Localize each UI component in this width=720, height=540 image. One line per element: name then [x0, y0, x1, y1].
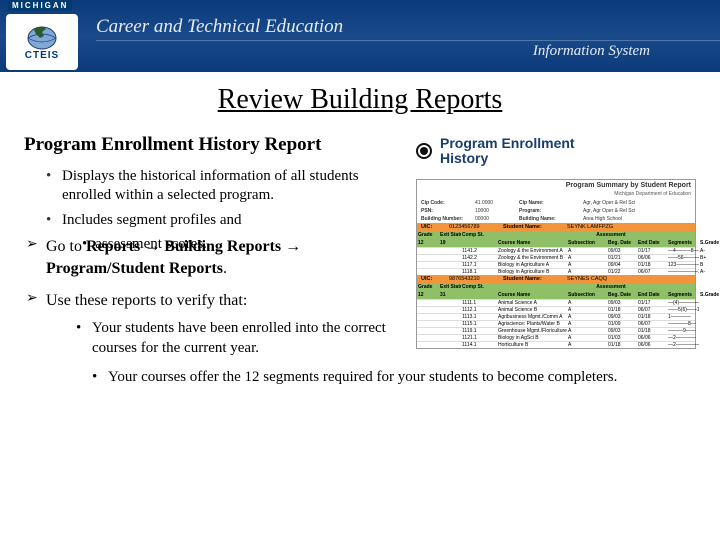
col2-beg: Beg. Date	[607, 292, 637, 298]
verify-intro-list: Use these reports to verify that:	[24, 290, 402, 312]
overlap-region: Go to Reports → Building Reports → Progr…	[24, 236, 402, 279]
bullet-2: Includes segment profiles and	[62, 211, 402, 230]
radio-icon[interactable]	[416, 143, 432, 159]
col-course: Course Name	[497, 240, 567, 246]
banner-title-block: Career and Technical Education Informati…	[78, 12, 720, 60]
nav-arrow-2: →	[281, 238, 301, 255]
nav-instruction: Go to Reports → Building Reports → Progr…	[24, 236, 402, 279]
hdr-val-bldname: Area High School	[583, 216, 691, 222]
col-assess: Assessment	[497, 232, 720, 238]
s2-exit: 31	[439, 292, 461, 298]
col2-sub: Subsection	[567, 292, 607, 298]
radio-option[interactable]: Program Enrollment History	[416, 136, 696, 167]
student-2-colhead2: 12 31 Course Name Subsection Beg. Date E…	[417, 291, 695, 299]
col2-seg: Segments	[667, 292, 699, 298]
hdr-val-psn: 10000	[475, 208, 515, 214]
col2-assess: Assessment	[497, 284, 720, 290]
s1-name: SEYNK LAMFPZG	[565, 224, 615, 230]
table-row: 1121.1Biology in AgSci BA01/0306/06—2———…	[417, 334, 695, 341]
page-title: Review Building Reports	[24, 84, 696, 116]
verify-bullet-2: Your courses offer the 12 segments requi…	[108, 368, 696, 388]
description-bullets: Displays the historical information of a…	[24, 167, 402, 231]
col2-grade: Grade	[417, 284, 439, 290]
col-comp: Comp St.	[461, 232, 497, 238]
hdr-val-cip: 41.0000	[475, 200, 515, 206]
left-column: Program Enrollment History Report Displa…	[24, 134, 402, 364]
col-grade: Grade	[417, 232, 439, 238]
verify-bullets-narrow: Your students have been enrolled into th…	[24, 319, 402, 358]
student-1-colhead2: 12 19 Course Name Subsection Beg. Date E…	[417, 239, 695, 247]
col-exit: Exit Status	[439, 232, 461, 238]
banner-title-line1: Career and Technical Education	[96, 16, 720, 38]
hdr-lbl-psn: PSN:	[421, 208, 471, 214]
col2-exit: Exit Status	[439, 284, 461, 290]
student-1-rows: 1141.2Zoology & the Environment AA09/030…	[417, 247, 695, 275]
hdr-lbl-cipname: Cip Name:	[519, 200, 579, 206]
radio-label: Program Enrollment History	[440, 136, 575, 167]
logo-text: CTEIS	[25, 50, 59, 61]
report-thumbnail: Program Summary by Student Report Michig…	[416, 179, 696, 349]
section-heading: Program Enrollment History Report	[24, 134, 402, 157]
bullet-2-continuation: assessment scores.	[82, 236, 207, 253]
table-row: 1142.2Zoology & the Environment BA01/210…	[417, 254, 695, 261]
hdr-lbl-bld: Building Number:	[421, 216, 471, 222]
state-tag: MICHIGAN	[8, 0, 72, 11]
col-end: End Date	[637, 240, 667, 246]
table-row: 1115.1Agriscience: Plants/Water BA01/090…	[417, 320, 695, 327]
s1-grade: 12	[417, 240, 439, 246]
banner-title-line2: Information System	[96, 40, 720, 60]
table-row: 1113.1Agribusiness Mgmt./Comm AA09/0301/…	[417, 313, 695, 320]
report-header-block: Cip Code: 41.0000 Cip Name: Agr, Agr Ope…	[417, 199, 695, 223]
col-sgr: S.Grade	[699, 240, 720, 246]
hdr-val-cipname: Agr, Agr Oper & Rel Sci	[583, 200, 691, 206]
hdr-val-bld: 00000	[475, 216, 515, 222]
s2-uic: 9876543210	[447, 276, 497, 282]
col2-sgr: S.Grade	[699, 292, 720, 298]
report-title: Program Summary by Student Report	[417, 180, 695, 191]
hdr-lbl-prog: Program:	[519, 208, 579, 214]
verify-intro: Use these reports to verify that:	[26, 290, 402, 312]
verify-bullets-wide: Your courses offer the 12 segments requi…	[24, 368, 696, 388]
hdr-val-prog: Agr, Agr Oper & Rel Sci	[583, 208, 691, 214]
col-sub: Subsection	[567, 240, 607, 246]
table-row: 1112.1Animal Science BA01/1806/07——5(6)—…	[417, 306, 695, 313]
nav-period: .	[223, 260, 227, 277]
header-banner: MICHIGAN CTEIS Career and Technical Educ…	[0, 0, 720, 72]
bullet-1: Displays the historical information of a…	[62, 167, 402, 205]
table-row: 1118.1Biology in Agriculture BA01/2206/0…	[417, 268, 695, 275]
cteis-logo: CTEIS	[6, 14, 78, 70]
report-subtitle: Michigan Department of Education	[417, 191, 695, 199]
col-seg: Segments	[667, 240, 699, 246]
table-row: 1111.1Animal Science AA09/0301/17—(4)———…	[417, 299, 695, 306]
student-1-header: UIC: 0123456789 Student Name: SEYNK LAMF…	[417, 223, 695, 231]
col2-comp: Comp St.	[461, 284, 497, 290]
globe-icon	[22, 24, 62, 50]
right-column: Program Enrollment History Program Summa…	[416, 134, 696, 364]
s1-exit: 19	[439, 240, 461, 246]
verify-bullet-1: Your students have been enrolled into th…	[92, 319, 402, 358]
table-row: 1141.2Zoology & the Environment AA09/030…	[417, 247, 695, 254]
student-2-rows: 1111.1Animal Science AA09/0301/17—(4)———…	[417, 299, 695, 348]
s2-name: SEYNES CAQQ	[565, 276, 609, 282]
hdr-lbl-bldname: Building Name:	[519, 216, 579, 222]
student-2-colhead: Grade Exit Status Comp St. Assessment	[417, 283, 695, 291]
table-row: 1114.1Horticulture BA01/1806/06—2——————	[417, 341, 695, 348]
content-area: Review Building Reports Program Enrollme…	[0, 72, 720, 402]
student-2-header: UIC: 9876543210 Student Name: SEYNES CAQ…	[417, 275, 695, 283]
hdr-lbl-cip: Cip Code:	[421, 200, 471, 206]
table-row: 1119.1Greenhouse Mgmt./Floriculture AA09…	[417, 327, 695, 334]
student-1-colhead: Grade Exit Status Comp St. Assessment	[417, 231, 695, 239]
col2-end: End Date	[637, 292, 667, 298]
nav-prefix: Go to	[46, 238, 86, 255]
radio-label-line1: Program Enrollment	[440, 135, 575, 151]
radio-label-line2: History	[440, 150, 488, 166]
col2-course: Course Name	[497, 292, 567, 298]
col-beg: Beg. Date	[607, 240, 637, 246]
nav-program-student: Program/Student Reports	[46, 260, 223, 277]
s2-grade: 12	[417, 292, 439, 298]
table-row: 1117.1Biology in Agriculture AA09/0401/1…	[417, 261, 695, 268]
s1-uic: 0123456789	[447, 224, 497, 230]
